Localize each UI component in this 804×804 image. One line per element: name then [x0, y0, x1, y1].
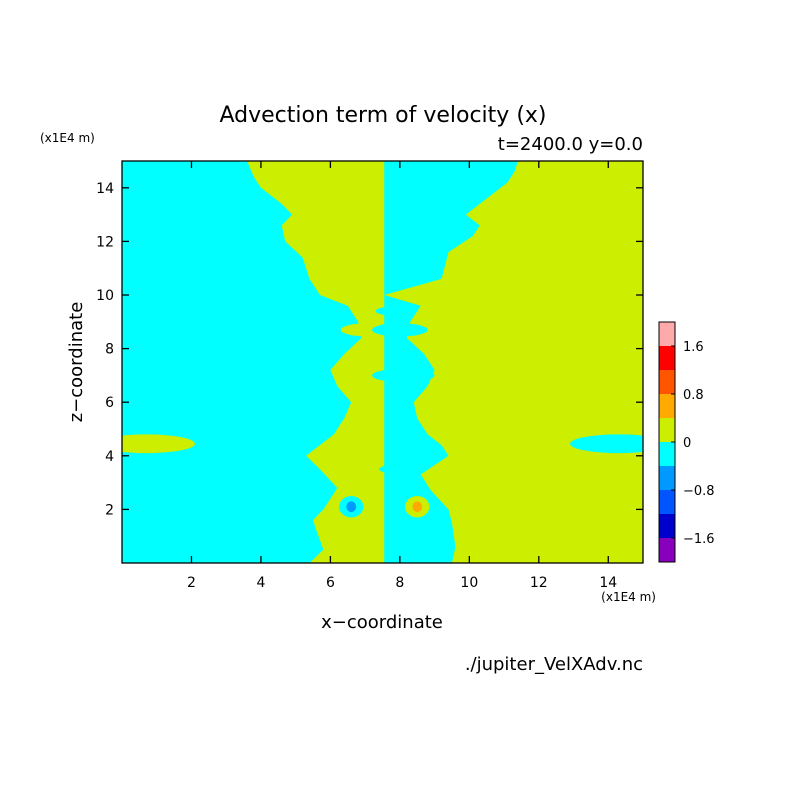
y-unit-label: (x1E4 m) — [40, 131, 95, 145]
y-tick-label: 4 — [105, 449, 114, 465]
y-tick-label: 12 — [96, 234, 114, 250]
colorbar-label: 0.8 — [683, 388, 704, 403]
colorbar-label: 1.6 — [683, 340, 704, 355]
field-negative-region-center — [384, 161, 518, 563]
x-tick-label: 2 — [187, 575, 196, 591]
x-axis: 2 4 6 8 10 12 14 — [187, 161, 617, 591]
colorbar-label: −1.6 — [683, 532, 715, 547]
field-blob — [122, 434, 195, 454]
colorbar-swatch — [659, 394, 675, 418]
field-negative-region-left — [122, 161, 362, 563]
colorbar-swatch — [659, 538, 675, 562]
colorbar-swatch — [659, 418, 675, 442]
field-blob — [379, 465, 407, 474]
colorbar-label: 0 — [683, 436, 691, 451]
x-tick-label: 8 — [395, 575, 404, 591]
plot-area: 2 4 6 8 10 12 14 2 4 6 8 10 12 14 — [96, 160, 644, 591]
y-tick-label: 14 — [96, 181, 114, 197]
x-tick-label: 4 — [256, 575, 265, 591]
colorbar-label: −0.8 — [683, 484, 715, 499]
x-unit-label: (x1E4 m) — [601, 590, 656, 604]
field-blob — [570, 434, 643, 454]
chart-subtitle: t=2400.0 y=0.0 — [498, 134, 643, 155]
y-tick-label: 2 — [105, 502, 114, 518]
colorbar: 1.6 0.8 0 −0.8 −1.6 — [658, 321, 715, 563]
field-blob — [375, 306, 418, 316]
field-blob — [346, 501, 357, 513]
field-layer — [122, 161, 643, 563]
colorbar-swatch — [659, 490, 675, 514]
y-axis-label: z−coordinate — [66, 302, 87, 423]
colorbar-swatch — [659, 322, 675, 346]
chart-title: Advection term of velocity (x) — [219, 103, 546, 128]
y-tick-label: 8 — [105, 342, 114, 358]
source-file-label: ./jupiter_VelXAdv.nc — [465, 654, 643, 675]
x-tick-label: 12 — [530, 575, 548, 591]
field-blob — [372, 323, 428, 337]
y-tick-label: 6 — [105, 395, 114, 411]
colorbar-swatch — [659, 466, 675, 490]
x-tick-label: 14 — [599, 575, 617, 591]
y-axis: 2 4 6 8 10 12 14 — [96, 181, 643, 518]
x-tick-label: 6 — [326, 575, 335, 591]
colorbar-swatch — [659, 370, 675, 394]
colorbar-swatch — [659, 442, 675, 466]
field-blob — [412, 501, 423, 513]
plot-frame — [121, 160, 644, 564]
x-tick-label: 10 — [460, 575, 478, 591]
colorbar-swatch — [659, 514, 675, 538]
y-tick-label: 10 — [96, 288, 114, 304]
x-axis-label: x−coordinate — [321, 612, 443, 633]
colorbar-swatch — [659, 346, 675, 370]
field-blob — [372, 368, 435, 383]
